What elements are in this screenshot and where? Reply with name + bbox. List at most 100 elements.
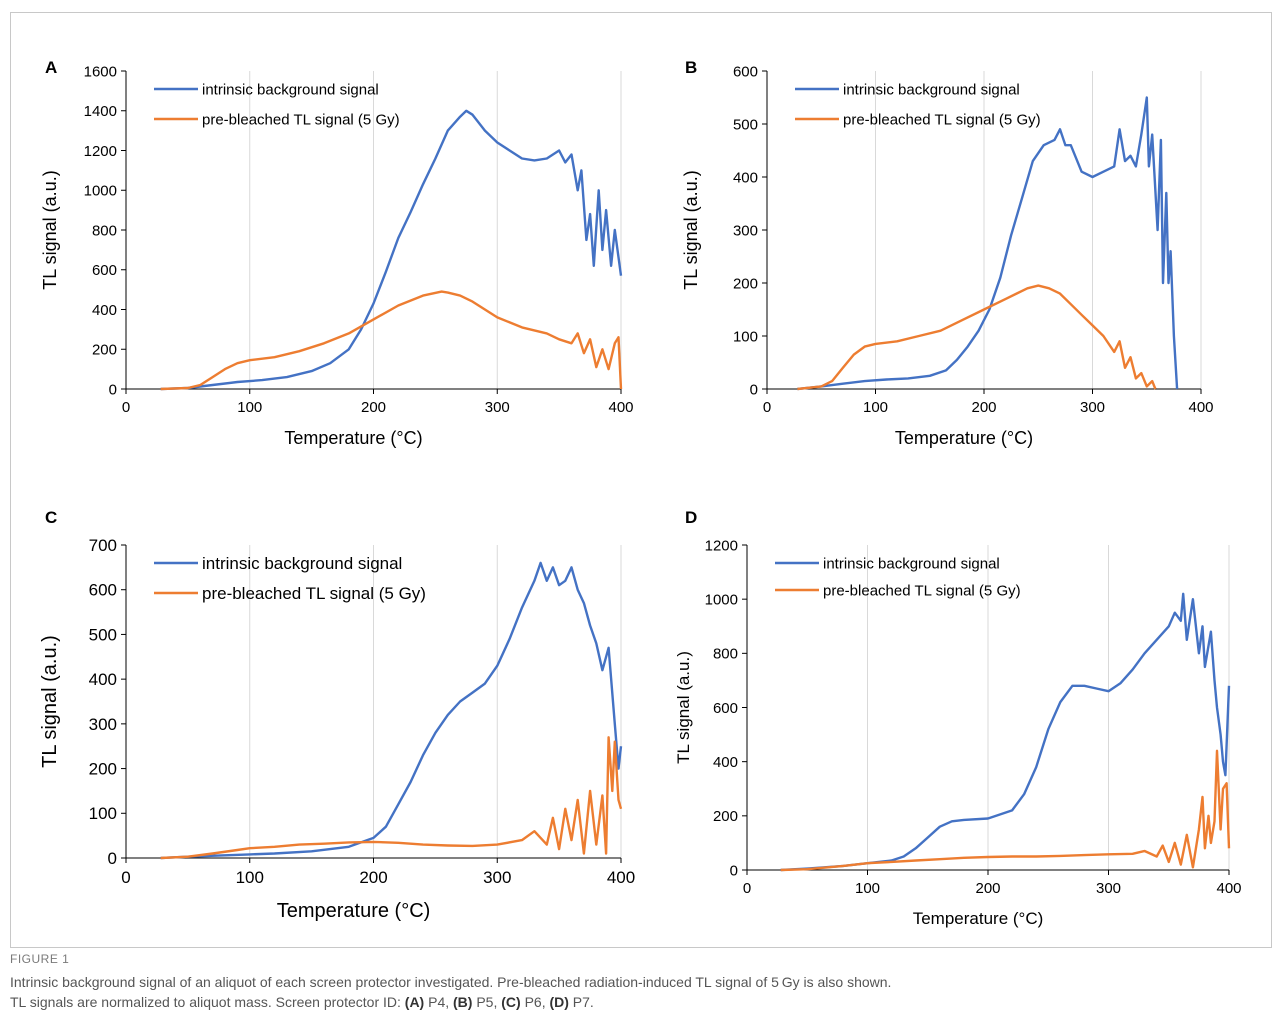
y-tick-label: 400 [92,302,117,319]
x-tick-label: 400 [608,399,633,416]
x-tick-label: 200 [359,868,387,887]
y-tick-label: 800 [713,646,738,663]
y-tick-label: 1200 [705,537,738,554]
y-tick-label: 600 [733,63,758,80]
x-tick-label: 100 [855,880,880,897]
y-axis-title: TL signal (a.u.) [681,170,701,289]
panel-letter: B [685,58,697,77]
x-tick-label: 100 [236,868,264,887]
y-tick-label: 200 [89,760,117,779]
y-tick-label: 500 [89,625,117,644]
y-tick-label: 600 [92,262,117,279]
caption-id-b: (B) [453,994,473,1010]
series-line-intrinsic [780,592,1231,872]
chart-d-svg: D 0 200 400 600 800 1000 1200 0 100 200 300 400 Tempe… [674,508,1242,928]
series-line-intrinsic [160,561,623,860]
x-tick-label: 300 [1080,399,1105,416]
chart-panel-b: B 0 100 200 300 400 500 600 0 100 200 300 400 Tempera… [671,35,1271,470]
y-tick-label: 400 [89,670,117,689]
x-tick-label: 0 [122,399,130,416]
chart-panel-a: A 0 200 400 600 800 1000 1200 1400 1600 0 100 200 300… [31,35,634,470]
y-tick-label: 1000 [705,591,738,608]
figure-label: FIGURE 1 [10,952,70,966]
y-tick-label: 200 [713,808,738,825]
x-tick-label: 200 [361,399,386,416]
y-tick-label: 100 [733,328,758,345]
x-axis-title: Temperature (°C) [895,428,1033,448]
caption-id-a: (A) [404,994,425,1010]
x-tick-label: 400 [1216,880,1241,897]
y-tick-label: 200 [733,275,758,292]
x-tick-label: 400 [1188,399,1213,416]
legend-label: pre-bleached TL signal (5 Gy) [823,582,1021,599]
chart-a-svg: A 0 200 400 600 800 1000 1200 1400 1600 0 100 200 300… [40,58,634,448]
y-tick-label: 500 [733,116,758,133]
caption-id-c: (C) [501,994,521,1010]
x-tick-label: 100 [237,399,262,416]
caption-id-d: (D) [549,994,569,1010]
series-line-prebleached [160,736,623,860]
y-tick-label: 100 [89,804,117,823]
x-tick-label: 300 [483,868,511,887]
series-line-prebleached [160,290,623,391]
y-tick-label: 400 [733,169,758,186]
x-tick-label: 300 [1096,880,1121,897]
y-tick-label: 1600 [84,63,117,80]
legend-label: intrinsic background signal [202,554,402,573]
y-tick-label: 0 [109,381,117,398]
y-tick-label: 600 [89,581,117,600]
y-tick-label: 1400 [84,103,117,120]
x-tick-label: 100 [863,399,888,416]
chart-panel-c: C 0 100 200 300 400 500 600 700 0 100 200 300 400 Temp… [31,485,635,940]
x-tick-label: 0 [743,880,751,897]
series-line-prebleached [797,284,1157,391]
figure-caption: Intrinsic background signal of an aliquo… [10,972,1272,1012]
panel-letter: D [685,508,697,527]
x-tick-label: 0 [763,399,771,416]
chart-panel-d: D 0 200 400 600 800 1000 1200 0 100 200 300 400 Tempe… [671,485,1271,940]
x-tick-label: 400 [607,868,635,887]
y-tick-label: 700 [89,536,117,555]
series-line-intrinsic [160,109,623,391]
caption-line1: Intrinsic background signal of an aliquo… [10,974,892,990]
panel-letter: A [45,58,57,77]
y-tick-label: 1200 [84,143,117,160]
x-tick-label: 0 [121,868,130,887]
caption-id-d-value: P7. [568,994,594,1010]
y-tick-label: 0 [730,862,738,879]
series-line-prebleached [780,749,1231,872]
y-tick-label: 200 [92,342,117,359]
y-axis-title: TL signal (a.u.) [40,170,60,289]
y-axis-title: TL signal (a.u.) [39,635,61,768]
y-tick-label: 600 [713,700,738,717]
caption-line2: TL signals are normalized to aliquot mas… [10,994,405,1010]
chart-b-svg: B 0 100 200 300 400 500 600 0 100 200 300 400 Tempera… [681,58,1214,448]
x-axis-title: Temperature (°C) [277,900,431,922]
legend-label: pre-bleached TL signal (5 Gy) [202,111,400,128]
legend-label: pre-bleached TL signal (5 Gy) [843,111,1041,128]
x-tick-label: 200 [971,399,996,416]
y-tick-label: 300 [733,222,758,239]
x-axis-title: Temperature (°C) [284,428,422,448]
legend-label: intrinsic background signal [843,81,1020,98]
y-tick-label: 300 [89,715,117,734]
y-tick-label: 0 [750,381,758,398]
panel-letter: C [45,508,57,527]
caption-id-a-value: P4, [424,994,454,1010]
x-tick-label: 300 [485,399,510,416]
y-tick-label: 1000 [84,183,117,200]
caption-id-c-value: P6, [520,994,550,1010]
caption-id-b-value: P5, [472,994,502,1010]
legend-label: intrinsic background signal [823,555,1000,572]
figure-frame: A 0 200 400 600 800 1000 1200 1400 1600 0 100 200 300… [10,12,1272,948]
series-line-intrinsic [797,96,1179,391]
legend-label: intrinsic background signal [202,81,379,98]
x-tick-label: 200 [975,880,1000,897]
x-axis-title: Temperature (°C) [913,909,1044,928]
y-tick-label: 0 [108,849,117,868]
y-tick-label: 800 [92,222,117,239]
y-tick-label: 400 [713,754,738,771]
legend-label: pre-bleached TL signal (5 Gy) [202,584,426,603]
chart-c-svg: C 0 100 200 300 400 500 600 700 0 100 200 300 400 Temp… [39,508,635,922]
y-axis-title: TL signal (a.u.) [674,651,693,764]
